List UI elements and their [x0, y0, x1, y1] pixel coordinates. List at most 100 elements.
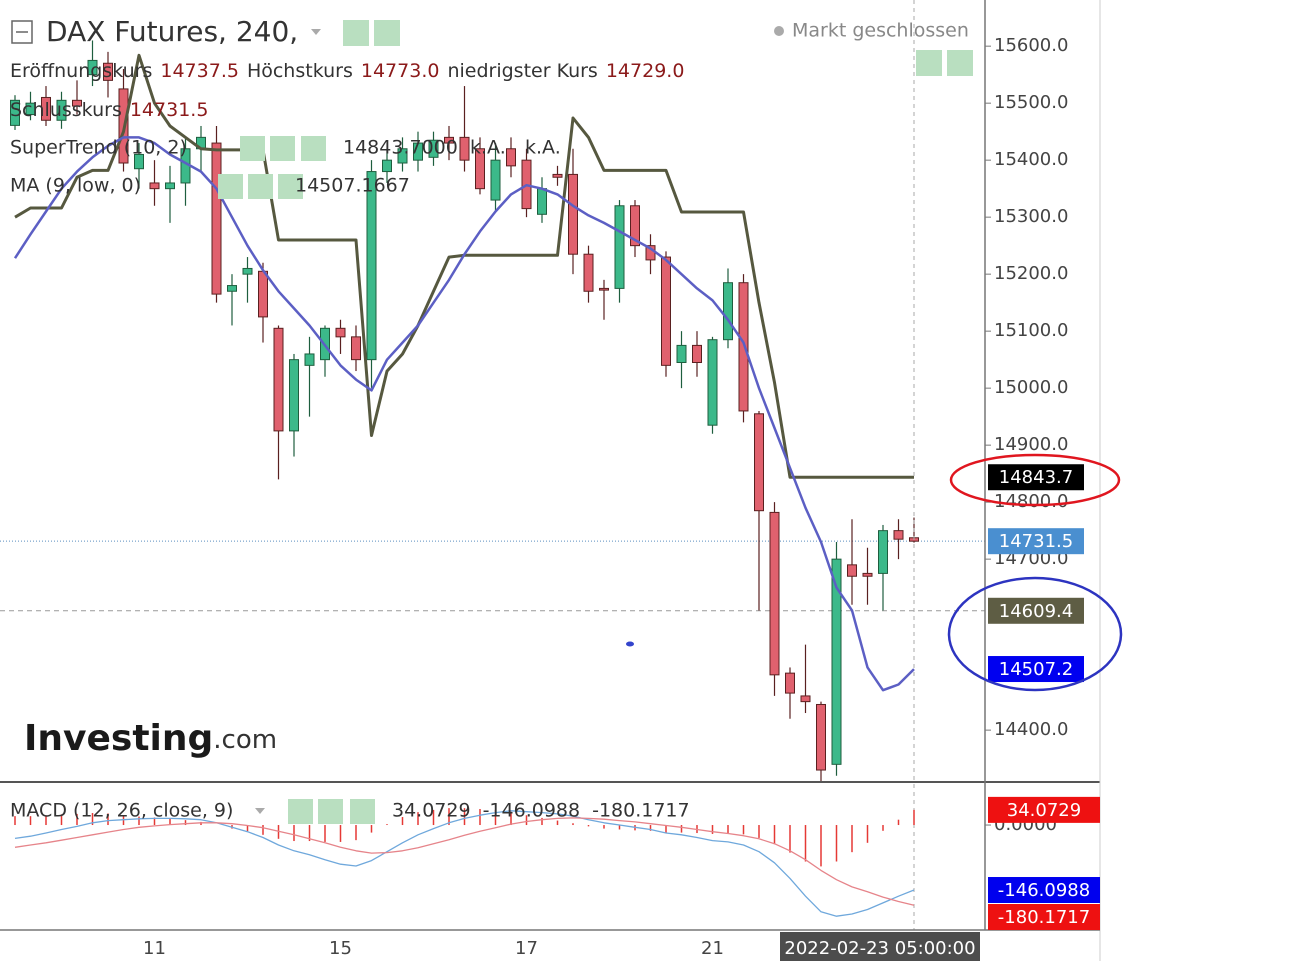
settings-icon[interactable] [374, 20, 400, 46]
price-label: 14507.2 [999, 659, 1073, 680]
legend-row: Eröffnungskurs 14737.5 Höchstkurs 14773.0 ni… [10, 60, 684, 82]
ohlc-label: Höchstkurs [247, 60, 353, 82]
candle-body [351, 336, 361, 361]
x-tick-label: 21 [701, 938, 724, 959]
indicator-value: 14843.7000 [343, 137, 458, 159]
candle-body [335, 327, 346, 338]
price-label-box [988, 656, 1084, 683]
y-tick-label: 14900.0 [994, 434, 1068, 455]
price-label-box [988, 877, 1100, 904]
candle-body [289, 359, 299, 432]
scroll-icon[interactable] [947, 50, 973, 76]
indicator-line [13, 136, 915, 692]
indicator-icon [218, 174, 243, 199]
dropdown-arrow [255, 808, 265, 814]
ohlc-label: Schlusskurs [10, 99, 122, 121]
chart-title: DAX Futures, 240, [46, 15, 298, 48]
candle-body [769, 511, 780, 676]
candle-body [692, 344, 702, 364]
indicator-value: k.A. [525, 137, 561, 159]
candle-body [831, 558, 842, 765]
candle-body [258, 270, 268, 318]
indicator-name: MA (9, low, 0) [10, 175, 141, 197]
crosshair-box [780, 932, 980, 961]
candle-body [475, 148, 485, 190]
dropdown-arrow[interactable] [311, 29, 321, 35]
legend-row: Schlusskurs 14731.5 [10, 99, 208, 121]
watermark-brand: Investing [24, 718, 213, 759]
candle-body [397, 148, 408, 164]
x-tick-label: 11 [143, 938, 166, 959]
x-tick-label: 17 [515, 938, 538, 959]
price-label-box [988, 528, 1084, 555]
ohlc-label: Eröffnungskurs [10, 60, 152, 82]
y-tick-label: 15200.0 [994, 263, 1068, 284]
candle-body [630, 205, 640, 247]
candle-body [103, 62, 113, 81]
candle-body [304, 353, 315, 366]
annotation-ellipse [947, 576, 1123, 692]
candle-body [661, 256, 671, 366]
ohlc-value: 14737.5 [160, 60, 239, 82]
candle-body [599, 287, 609, 291]
candle-body [614, 205, 625, 289]
indicator-icon [318, 799, 343, 824]
price-label: 14731.5 [999, 531, 1073, 552]
status-dot [774, 26, 784, 36]
price-label: 14609.4 [999, 601, 1073, 622]
candle-body [242, 267, 253, 275]
y-tick-label: 15400.0 [994, 149, 1068, 170]
candle-body [738, 282, 749, 412]
candle-body [25, 102, 36, 116]
menu-icon[interactable] [11, 20, 33, 44]
candle-body [723, 282, 733, 341]
candle-body [862, 572, 873, 577]
annotation-ellipse [949, 453, 1121, 507]
indicator-icon [350, 799, 375, 824]
x-tick-label: 15 [329, 938, 352, 959]
macd-line [14, 817, 915, 906]
indicator-icon [270, 136, 295, 161]
indicator-icon [240, 136, 265, 161]
candle-body [273, 327, 284, 432]
y-tick-label: 15500.0 [994, 92, 1068, 113]
scroll-icon[interactable] [916, 50, 942, 76]
candle-body [382, 159, 392, 173]
price-label: 34.0729 [1007, 800, 1081, 821]
main-panel: 14400.014700.014800.014900.015000.015100… [0, 0, 1068, 930]
y-tick-label: 14400.0 [994, 719, 1068, 740]
candle-body [754, 413, 764, 512]
market-status: Markt geschlossen [792, 20, 969, 42]
indicator-value: 14507.1667 [295, 175, 410, 197]
y-tick-label: 15000.0 [994, 377, 1068, 398]
candle-body [459, 136, 470, 161]
price-label-box [988, 597, 1084, 624]
indicator-icon [301, 136, 326, 161]
indicator-value: k.A. [470, 137, 506, 159]
indicator-icon [248, 174, 273, 199]
candle-body [847, 564, 857, 577]
y-tick-label: 15300.0 [994, 206, 1068, 227]
indicator-value: -146.0988 [483, 800, 581, 822]
indicator-name: MACD (12, 26, close, 9) [10, 800, 233, 822]
price-label-box [988, 464, 1084, 491]
candle-body [413, 142, 423, 161]
candle-body [537, 188, 547, 215]
candle-body [816, 703, 826, 771]
y-tick-label: 15100.0 [994, 320, 1068, 341]
ohlc-value: 14729.0 [606, 60, 685, 82]
candle-body [428, 139, 439, 158]
candle-body [707, 339, 718, 426]
indicator-icon [278, 174, 303, 199]
artifact-dot [626, 641, 634, 647]
candle-body [785, 672, 795, 694]
watermark: Investing.com [24, 718, 277, 759]
candle-body [366, 171, 377, 361]
settings-icon[interactable] [343, 20, 369, 46]
candle-body [72, 99, 82, 107]
y-tick-label: 15600.0 [994, 35, 1068, 56]
indicator-icon [288, 799, 313, 824]
